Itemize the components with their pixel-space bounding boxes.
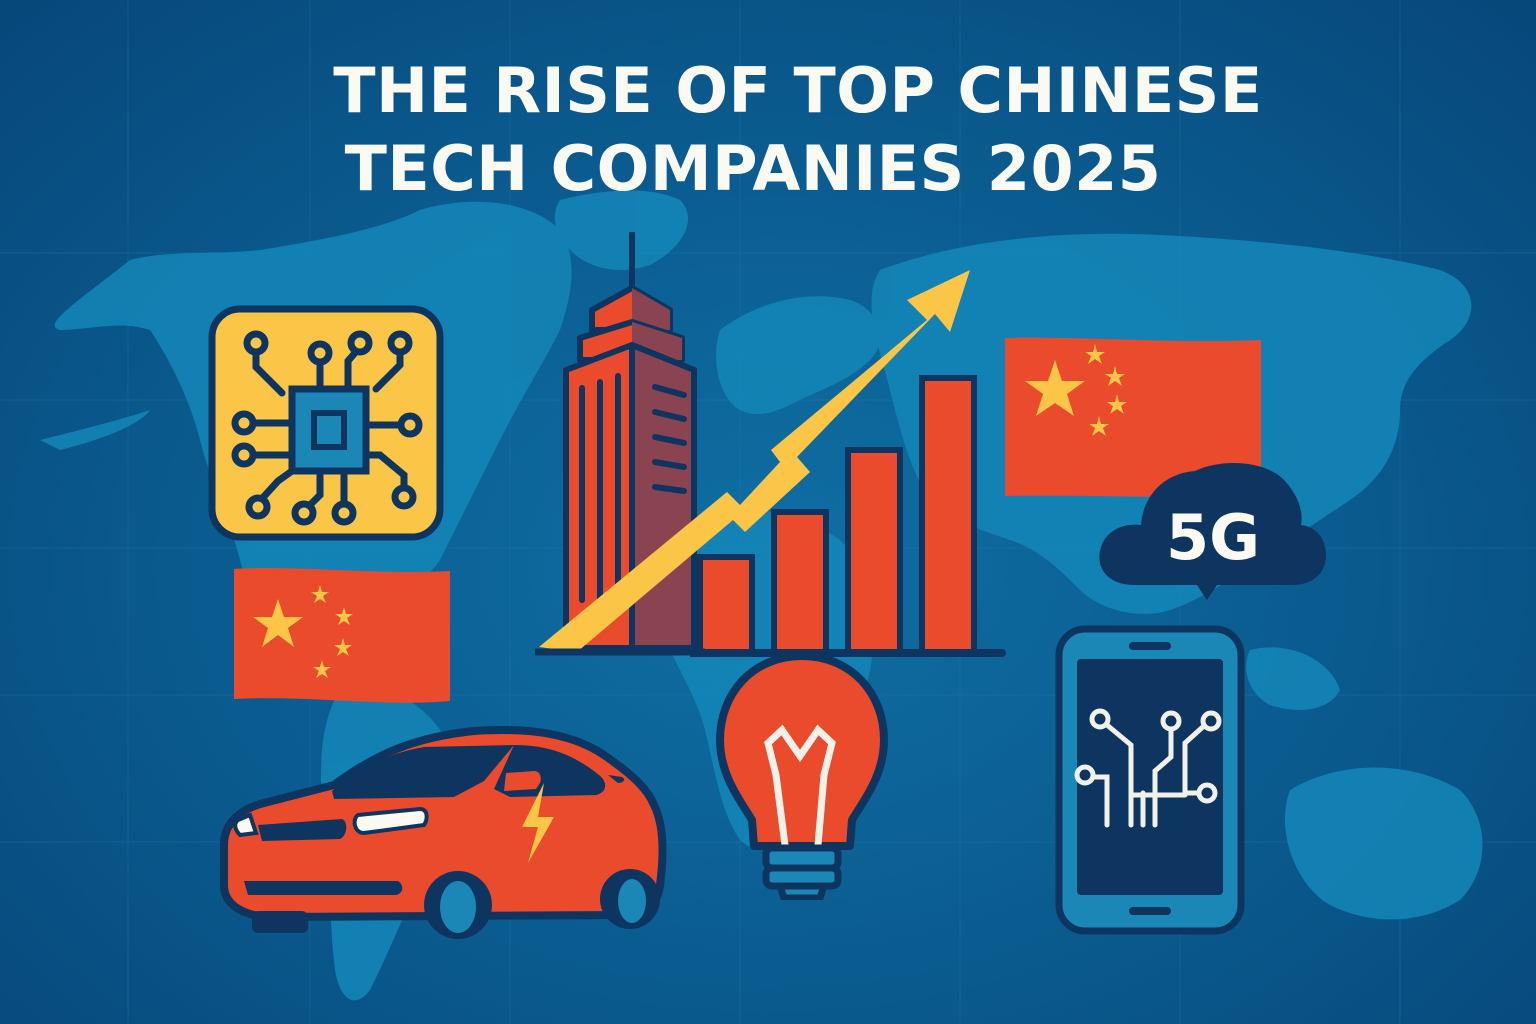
title-line-2: TECH COMPANIES 2025 xyxy=(344,132,1162,205)
page-title: THE RISE OF TOP CHINESE TECH COMPANIES 2… xyxy=(0,52,1536,208)
bar-4 xyxy=(919,375,977,656)
bar-chart-icon xyxy=(690,375,1006,657)
network-label: 5G xyxy=(1166,501,1260,574)
smartphone-circuit-icon xyxy=(1055,625,1245,935)
china-flag-icon xyxy=(1005,337,1261,497)
bar-3 xyxy=(845,447,903,656)
lightbulb-icon xyxy=(716,652,888,900)
title-line-1: THE RISE OF TOP CHINESE xyxy=(333,54,1263,127)
growth-arrow-icon xyxy=(535,270,970,656)
lightning-bolt-icon xyxy=(522,783,554,863)
electric-car-icon xyxy=(220,726,667,939)
microchip-icon xyxy=(208,305,444,541)
cloud-5g-icon: 5G xyxy=(1099,462,1326,600)
skyscraper-icon xyxy=(563,232,697,651)
china-flag-icon xyxy=(234,568,450,703)
